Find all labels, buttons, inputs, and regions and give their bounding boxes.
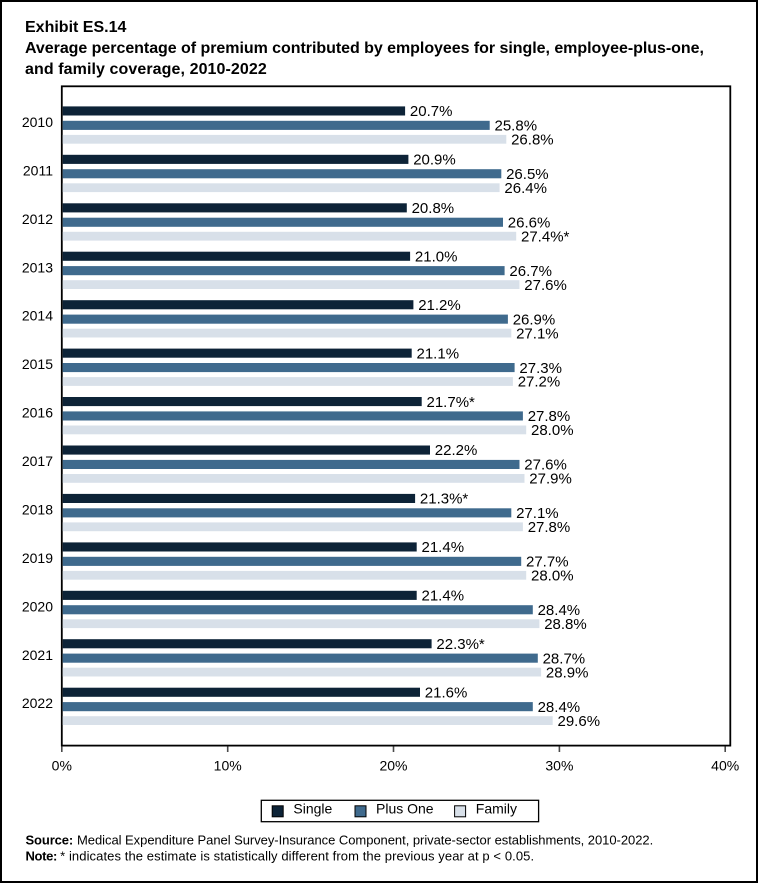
svg-text:2020: 2020: [22, 598, 53, 614]
svg-text:21.7%*: 21.7%*: [427, 394, 476, 411]
svg-text:28.0%: 28.0%: [531, 422, 574, 439]
svg-text:27.6%: 27.6%: [524, 457, 567, 474]
svg-text:26.6%: 26.6%: [508, 214, 551, 231]
svg-text:0%: 0%: [52, 757, 72, 773]
svg-text:27.2%: 27.2%: [518, 374, 561, 391]
svg-text:28.7%: 28.7%: [543, 650, 586, 667]
svg-text:21.6%: 21.6%: [425, 684, 468, 701]
svg-text:2012: 2012: [22, 211, 53, 227]
svg-text:20.7%: 20.7%: [410, 103, 453, 120]
svg-text:25.8%: 25.8%: [495, 118, 538, 135]
svg-text:27.7%: 27.7%: [526, 554, 569, 571]
svg-text:27.3%: 27.3%: [519, 360, 562, 377]
svg-text:27.8%: 27.8%: [528, 519, 571, 536]
svg-text:22.3%*: 22.3%*: [436, 636, 485, 653]
svg-text:27.1%: 27.1%: [516, 325, 559, 342]
svg-text:2022: 2022: [22, 695, 53, 711]
svg-text:Single: Single: [293, 801, 332, 817]
svg-text:Exhibit ES.14: Exhibit ES.14: [25, 19, 126, 36]
svg-text:21.1%: 21.1%: [417, 345, 460, 362]
svg-text:27.1%: 27.1%: [516, 505, 559, 522]
svg-text:2010: 2010: [22, 114, 53, 130]
svg-text:Plus One: Plus One: [376, 801, 434, 817]
svg-text:28.4%: 28.4%: [538, 602, 581, 619]
svg-text:28.8%: 28.8%: [544, 616, 587, 633]
svg-text:2013: 2013: [22, 259, 53, 275]
svg-text:* indicates the estimate is st: * indicates the estimate is statisticall…: [60, 848, 534, 863]
svg-text:26.4%: 26.4%: [504, 180, 547, 197]
svg-text:21.4%: 21.4%: [422, 588, 465, 605]
svg-text:27.9%: 27.9%: [529, 471, 572, 488]
svg-text:21.2%: 21.2%: [418, 297, 461, 314]
svg-text:20.9%: 20.9%: [413, 152, 456, 169]
svg-text:28.4%: 28.4%: [538, 699, 581, 716]
svg-text:26.5%: 26.5%: [506, 166, 549, 183]
svg-text:2021: 2021: [22, 647, 53, 663]
svg-text:Note:: Note:: [26, 848, 58, 863]
svg-text:2016: 2016: [22, 405, 53, 421]
svg-text:Source:: Source:: [26, 833, 74, 848]
svg-text:Medical Expenditure Panel Surv: Medical Expenditure Panel Survey-Insuran…: [77, 833, 653, 848]
svg-text:2014: 2014: [22, 308, 53, 324]
svg-text:29.6%: 29.6%: [558, 713, 601, 730]
svg-text:28.0%: 28.0%: [531, 568, 574, 585]
svg-text:2011: 2011: [23, 162, 53, 178]
svg-text:40%: 40%: [711, 757, 739, 773]
svg-text:30%: 30%: [545, 757, 573, 773]
svg-text:2019: 2019: [22, 550, 53, 566]
svg-text:27.4%*: 27.4%*: [521, 228, 570, 245]
svg-text:Family: Family: [476, 801, 517, 817]
svg-text:2018: 2018: [22, 502, 53, 518]
svg-text:26.8%: 26.8%: [511, 132, 554, 149]
svg-text:2017: 2017: [22, 453, 53, 469]
svg-text:27.6%: 27.6%: [524, 277, 567, 294]
svg-text:21.3%*: 21.3%*: [420, 491, 469, 508]
svg-text:21.0%: 21.0%: [415, 249, 458, 266]
svg-text:Average percentage of premium: Average percentage of premium contribute…: [25, 40, 704, 57]
svg-text:and family coverage, 2010-2022: and family coverage, 2010-2022: [25, 61, 267, 78]
svg-text:10%: 10%: [214, 757, 242, 773]
svg-text:27.8%: 27.8%: [528, 408, 571, 425]
svg-text:20%: 20%: [379, 757, 407, 773]
svg-text:21.4%: 21.4%: [422, 539, 465, 556]
svg-text:26.7%: 26.7%: [509, 263, 552, 280]
svg-text:2015: 2015: [22, 356, 53, 372]
svg-text:20.8%: 20.8%: [412, 200, 455, 217]
svg-text:26.9%: 26.9%: [513, 311, 556, 328]
svg-text:22.2%: 22.2%: [435, 442, 478, 459]
svg-text:28.9%: 28.9%: [546, 664, 589, 681]
